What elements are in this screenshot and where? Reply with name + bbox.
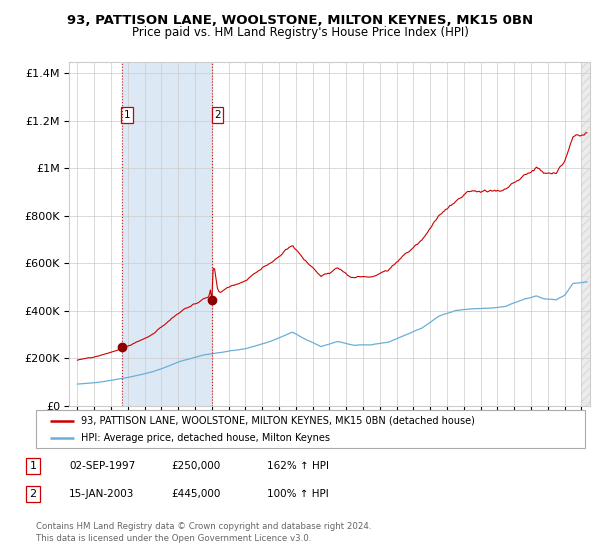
Bar xyxy=(581,62,590,406)
Text: 93, PATTISON LANE, WOOLSTONE, MILTON KEYNES, MK15 0BN (detached house): 93, PATTISON LANE, WOOLSTONE, MILTON KEY… xyxy=(81,416,475,426)
Text: 2: 2 xyxy=(214,110,221,120)
Text: £250,000: £250,000 xyxy=(171,461,220,471)
Text: £445,000: £445,000 xyxy=(171,489,220,499)
Text: Price paid vs. HM Land Registry's House Price Index (HPI): Price paid vs. HM Land Registry's House … xyxy=(131,26,469,39)
Text: 93, PATTISON LANE, WOOLSTONE, MILTON KEYNES, MK15 0BN: 93, PATTISON LANE, WOOLSTONE, MILTON KEY… xyxy=(67,14,533,27)
Text: 1: 1 xyxy=(124,110,131,120)
Text: 100% ↑ HPI: 100% ↑ HPI xyxy=(267,489,329,499)
Bar xyxy=(122,62,212,406)
Text: 15-JAN-2003: 15-JAN-2003 xyxy=(69,489,134,499)
FancyBboxPatch shape xyxy=(36,410,585,448)
Text: HPI: Average price, detached house, Milton Keynes: HPI: Average price, detached house, Milt… xyxy=(81,433,330,443)
Text: 02-SEP-1997: 02-SEP-1997 xyxy=(69,461,135,471)
Text: 2: 2 xyxy=(29,489,37,499)
Text: Contains HM Land Registry data © Crown copyright and database right 2024.
This d: Contains HM Land Registry data © Crown c… xyxy=(36,522,371,543)
Text: 1: 1 xyxy=(29,461,37,471)
Text: 162% ↑ HPI: 162% ↑ HPI xyxy=(267,461,329,471)
